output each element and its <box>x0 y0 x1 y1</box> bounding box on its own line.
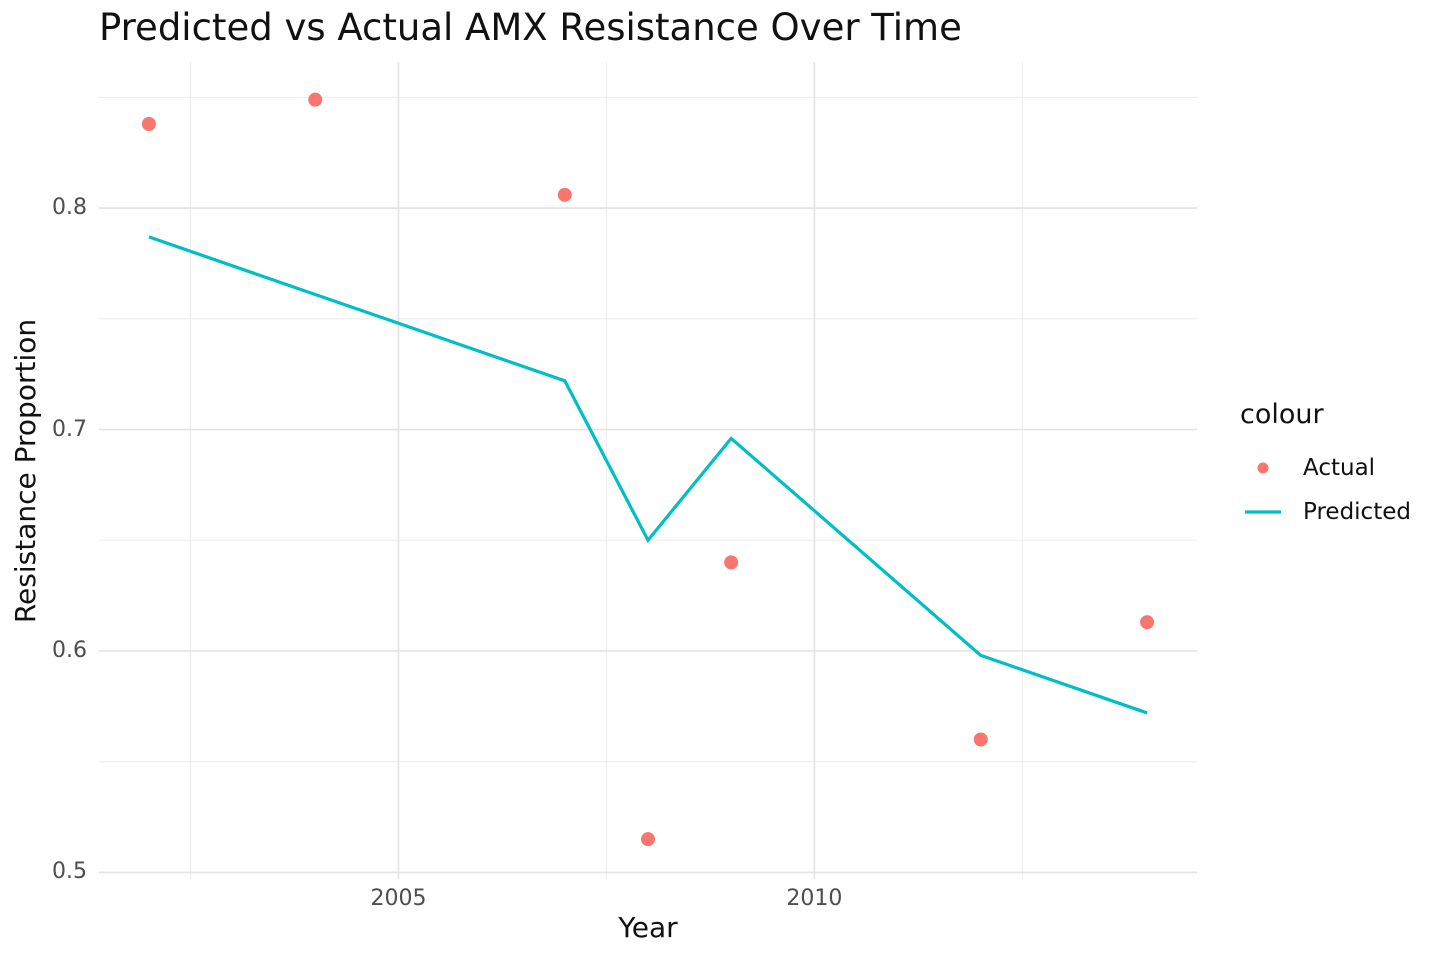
actual-point-2009 <box>724 555 739 570</box>
legend-item-predicted: Predicted <box>1240 489 1411 534</box>
legend-label-actual: Actual <box>1303 454 1376 481</box>
actual-point-2012 <box>973 732 988 747</box>
actual-point-2014 <box>1140 615 1155 630</box>
legend-title: colour <box>1240 399 1324 430</box>
legend-key-actual-point-icon <box>1257 462 1269 473</box>
legend-key-predicted-line-icon <box>1245 509 1281 514</box>
x-tick-label-2010: 2010 <box>786 886 843 911</box>
y-tick-label-0.8: 0.8 <box>52 195 87 221</box>
x-axis-title: Year <box>618 911 678 944</box>
legend-label-predicted: Predicted <box>1303 498 1411 525</box>
y-tick-label-0.7: 0.7 <box>52 416 87 442</box>
y-tick-label-0.6: 0.6 <box>52 637 87 663</box>
legend-item-actual: Actual <box>1240 445 1375 490</box>
y-axis-title: Resistance Proportion <box>9 318 42 624</box>
legend: colour Actual Predicted <box>1240 399 1440 539</box>
y-tick-label-0.5: 0.5 <box>52 859 87 885</box>
actual-point-2004 <box>308 92 323 107</box>
predicted-line <box>148 235 1148 715</box>
actual-point-2007 <box>557 187 572 202</box>
actual-point-2008 <box>641 832 655 847</box>
plot-title: Predicted vs Actual AMX Resistance Over … <box>99 6 962 49</box>
x-tick-label-2005: 2005 <box>370 886 427 911</box>
actual-point-2002 <box>141 116 156 131</box>
